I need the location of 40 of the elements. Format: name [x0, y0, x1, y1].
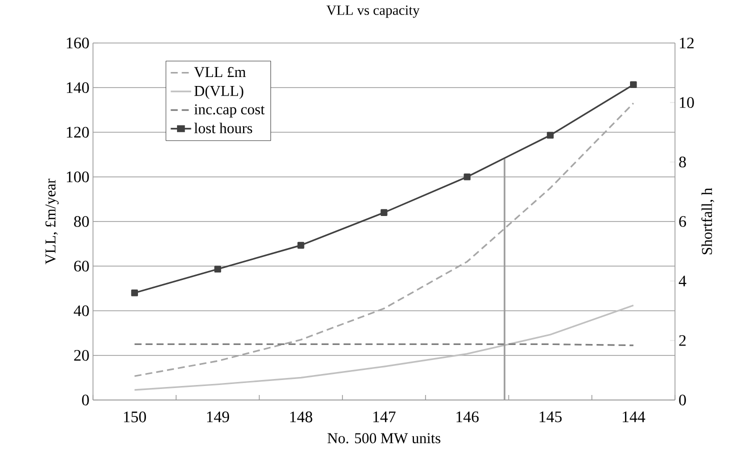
y-tick-label: 40	[74, 305, 89, 316]
y2-tick-label: 4	[678, 276, 686, 286]
point	[214, 266, 222, 272]
y-tick-label: 60	[74, 260, 89, 272]
point	[380, 209, 388, 216]
y-tick-label: 20	[74, 350, 89, 361]
y-tick-label: 120	[66, 126, 89, 138]
point	[131, 289, 138, 296]
legend-label: inc.cap cost	[194, 104, 265, 118]
y2-tick-label: 12	[680, 38, 694, 48]
y2-tick-label: 2	[679, 335, 686, 346]
x-tick-label: 147	[373, 412, 396, 422]
x-tick-label: 150	[124, 412, 146, 422]
point	[464, 173, 471, 180]
x-tick-label: 149	[207, 412, 230, 422]
y-tick-label: 100	[66, 171, 89, 182]
y2-tick-label: 10	[680, 97, 694, 108]
x-axis-title: No. 500 MW units	[328, 433, 440, 444]
line-series	[134, 304, 634, 391]
y2-tick-label: 6	[679, 216, 686, 227]
y-tick-label: 160	[66, 38, 89, 48]
legend-label: D(VLL)	[194, 85, 244, 100]
y-tick-label: 0	[82, 394, 89, 406]
y-axis-title: VLL, £m/year	[45, 178, 59, 264]
legend-label: VLL £m	[194, 67, 246, 78]
point	[630, 81, 637, 88]
x-tick-label: 145	[540, 412, 562, 422]
y-tick-label: 80	[74, 216, 89, 227]
y2-tick-label: 0	[679, 394, 686, 406]
y-tick-label: 140	[66, 82, 89, 94]
y2-tick-label: 8	[679, 156, 686, 168]
legend-label: lost hours	[194, 122, 252, 134]
x-tick-label: 146	[456, 412, 479, 422]
point	[297, 242, 304, 249]
y2-axis-title: Shortfall, h	[701, 188, 714, 254]
chart-title: VLL vs capacity	[326, 6, 420, 18]
x-tick-label: 144	[622, 412, 646, 422]
x-tick-label: 148	[290, 412, 312, 422]
line-series	[134, 102, 634, 377]
point	[546, 132, 554, 139]
